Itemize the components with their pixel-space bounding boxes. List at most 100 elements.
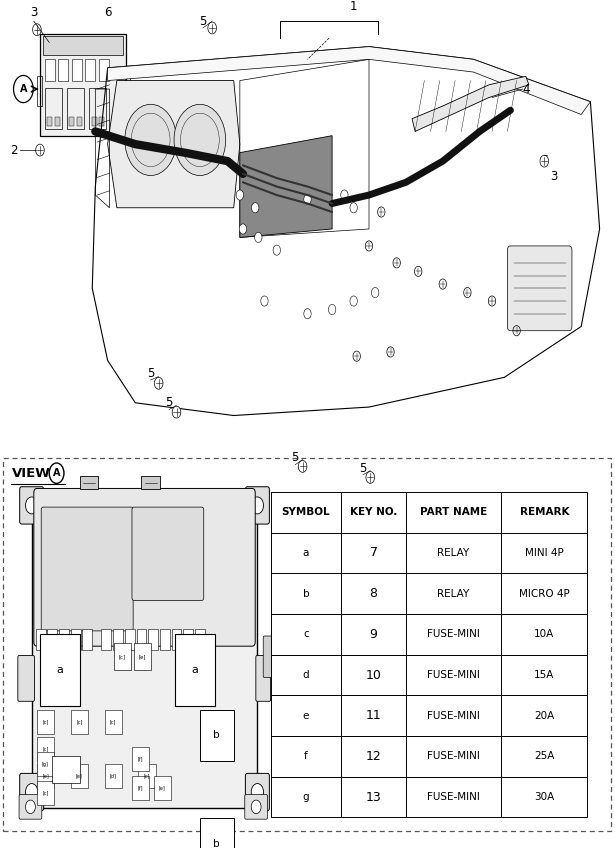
FancyBboxPatch shape (41, 507, 133, 631)
Bar (138, 764, 156, 788)
Bar (271, 736, 341, 777)
Polygon shape (108, 81, 240, 208)
Bar (501, 695, 587, 736)
Text: FUSE-MINI: FUSE-MINI (427, 751, 480, 762)
Text: FUSE-MINI: FUSE-MINI (427, 711, 480, 721)
Text: VIEW: VIEW (12, 466, 51, 480)
Circle shape (33, 24, 41, 36)
Text: 9: 9 (370, 628, 378, 641)
Bar (406, 695, 501, 736)
Circle shape (540, 155, 549, 167)
Bar (40, 634, 80, 706)
Text: REMARK: REMARK (520, 507, 569, 517)
FancyBboxPatch shape (256, 656, 271, 701)
Text: 25A: 25A (534, 751, 555, 762)
Bar (154, 776, 171, 800)
Text: b: b (213, 730, 220, 740)
Bar (67, 88, 84, 129)
Bar (501, 573, 587, 614)
Bar (80, 476, 98, 489)
Text: [c]: [c] (144, 773, 150, 778)
Bar (341, 614, 406, 655)
Bar (200, 710, 234, 761)
FancyBboxPatch shape (19, 795, 42, 819)
Bar (341, 573, 406, 614)
Bar (406, 614, 501, 655)
Bar (3, 458, 611, 831)
Circle shape (208, 22, 216, 34)
Text: 5: 5 (147, 366, 154, 380)
Bar (175, 634, 215, 706)
FancyBboxPatch shape (34, 488, 255, 646)
Bar (59, 629, 69, 650)
Bar (32, 489, 257, 808)
Bar (47, 629, 57, 650)
Circle shape (371, 287, 379, 298)
Circle shape (341, 190, 348, 200)
Text: [c]: [c] (42, 746, 49, 751)
Text: e: e (303, 711, 309, 721)
Bar (134, 643, 151, 670)
Text: 6: 6 (104, 6, 111, 20)
Bar (501, 614, 587, 655)
Text: 15A: 15A (534, 670, 555, 680)
Bar (183, 629, 193, 650)
Text: 10A: 10A (534, 629, 554, 639)
Text: 2: 2 (10, 144, 17, 158)
FancyBboxPatch shape (245, 487, 269, 524)
Circle shape (350, 203, 357, 213)
Text: [e]: [e] (42, 773, 49, 778)
FancyBboxPatch shape (20, 773, 44, 811)
Text: [c]: [c] (76, 719, 82, 724)
Text: [c]: [c] (42, 790, 49, 795)
Bar (271, 614, 341, 655)
Text: RELAY: RELAY (437, 589, 470, 599)
Bar (71, 710, 88, 734)
Bar (501, 655, 587, 695)
Bar (501, 777, 587, 817)
Bar (37, 781, 54, 805)
Text: 5: 5 (199, 14, 207, 28)
Circle shape (236, 190, 244, 200)
Bar (52, 756, 80, 783)
Circle shape (26, 497, 38, 514)
Text: d: d (303, 670, 309, 680)
Text: 5: 5 (359, 461, 367, 475)
Bar (77, 117, 82, 126)
Text: KEY NO.: KEY NO. (350, 507, 397, 517)
FancyBboxPatch shape (263, 636, 277, 678)
Circle shape (328, 304, 336, 315)
Polygon shape (108, 47, 590, 114)
Text: [e]: [e] (159, 785, 165, 790)
Bar (69, 117, 74, 126)
Bar (125, 629, 135, 650)
FancyBboxPatch shape (132, 507, 204, 600)
Bar (114, 643, 131, 670)
Bar (148, 629, 158, 650)
Text: 10: 10 (366, 668, 381, 682)
Text: 4: 4 (522, 82, 530, 96)
Text: a: a (303, 548, 309, 558)
Circle shape (304, 309, 311, 319)
FancyBboxPatch shape (245, 795, 268, 819)
Bar (71, 629, 81, 650)
Text: SYMBOL: SYMBOL (282, 507, 330, 517)
Text: f: f (304, 751, 308, 762)
Text: MINI 4P: MINI 4P (525, 548, 564, 558)
Bar (271, 777, 341, 817)
Bar (113, 629, 123, 650)
Bar (406, 492, 501, 533)
Bar (37, 752, 54, 776)
Polygon shape (412, 76, 529, 131)
Bar (40, 34, 126, 136)
Text: MICRO 4P: MICRO 4P (519, 589, 569, 599)
Text: 5: 5 (292, 451, 299, 465)
Circle shape (350, 296, 357, 306)
Text: 3: 3 (550, 170, 558, 183)
Bar (141, 476, 160, 489)
Bar (125, 76, 130, 106)
Text: 3: 3 (30, 6, 38, 20)
Text: 12: 12 (366, 750, 381, 763)
Bar (200, 818, 234, 848)
Bar (37, 737, 54, 761)
